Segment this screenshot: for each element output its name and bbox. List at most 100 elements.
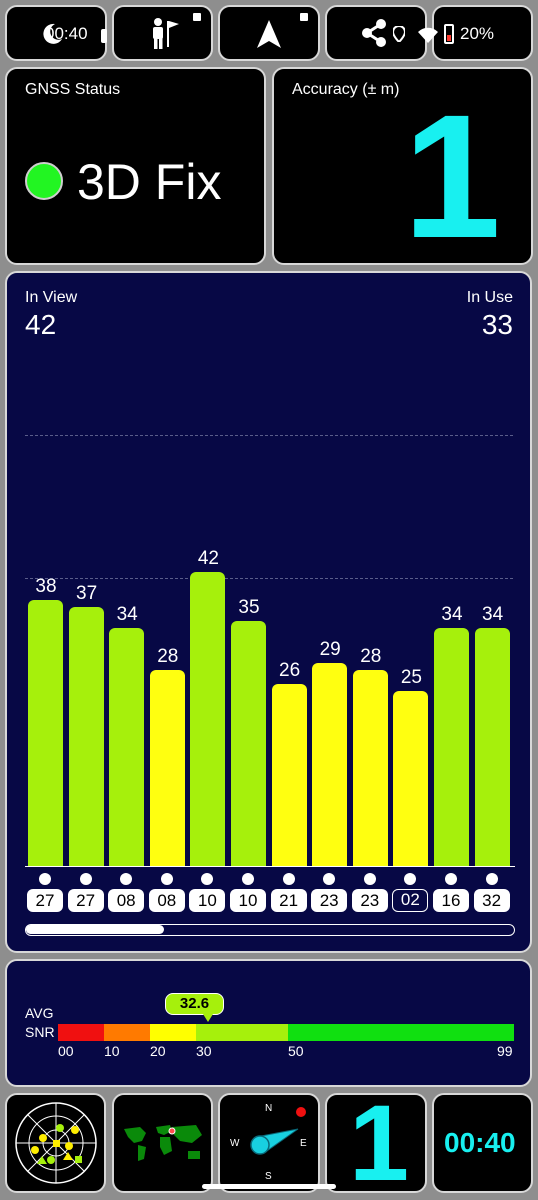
used-in-fix-dot (445, 873, 457, 885)
status-tile-battery[interactable]: 20% (418, 5, 533, 61)
battery-icon (444, 24, 454, 44)
in-use-count: 33 (481, 309, 513, 340)
lock-icon (300, 13, 308, 21)
in-use-label: In Use (466, 289, 513, 306)
snr-bar (68, 607, 104, 866)
snr-segment-lime (196, 1024, 288, 1041)
accuracy-mini-tile[interactable]: 1 (325, 1089, 427, 1197)
snr-bar (149, 670, 185, 866)
snr-segment-green (288, 1024, 514, 1041)
used-in-fix-dot (363, 873, 376, 885)
snr-bar (231, 621, 266, 866)
snr-bar-label: 29 (319, 639, 341, 660)
satellite-prn-label[interactable]: 16 (433, 889, 469, 912)
snr-bar-label: 37 (76, 583, 98, 604)
snr-bar (109, 628, 145, 866)
location-pin-icon (393, 26, 405, 42)
status-tile-navigation[interactable] (218, 5, 320, 61)
satellite-prn-label[interactable]: 10 (189, 889, 226, 912)
battery-small-icon (101, 29, 107, 43)
satellite-prn-label[interactable]: 08 (148, 889, 185, 912)
satellite-prn-label[interactable]: 27 (27, 889, 63, 912)
accuracy-value: 1 (403, 79, 501, 275)
in-view-label: In View (25, 289, 78, 306)
clock-tile[interactable]: 00:40 (432, 1093, 533, 1193)
snr-bar-label: 34 (482, 604, 504, 625)
scroll-track[interactable] (25, 924, 515, 936)
snr-bar-label: 35 (238, 597, 260, 618)
battery-percent: 20% (460, 24, 495, 43)
clock-value: 00:40 (444, 1127, 516, 1158)
home-indicator[interactable] (202, 1184, 336, 1189)
snr-bar (434, 628, 469, 866)
used-in-fix-dot (404, 873, 417, 885)
skyplot-tile[interactable] (5, 1093, 106, 1193)
world-map-tile[interactable] (112, 1093, 213, 1193)
gridline (25, 578, 513, 579)
accuracy-label: Accuracy (± m) (292, 81, 400, 98)
status-tile-clock[interactable]: 00:40 (5, 5, 107, 61)
lock-icon (193, 13, 201, 21)
sun-position-dot (296, 1107, 306, 1117)
satellite-prn-label[interactable]: 21 (270, 889, 307, 912)
fix-indicator-dot (25, 162, 63, 200)
avg-snr-badge: 32.6 (165, 993, 224, 1015)
snr-segment-orange (104, 1024, 150, 1041)
gnss-status-tile[interactable]: GNSS Status 3D Fix (5, 67, 266, 265)
snr-bar-chart: 38 27 37 27 34 08 28 08 42 10 35 10 26 21 29 23 28 23 25 02… (7, 273, 530, 951)
snr-bar-label: 34 (441, 604, 463, 625)
satellite-prn-label[interactable]: 27 (67, 889, 104, 912)
snr-bar (352, 670, 388, 866)
snr-tick: 10 (104, 1043, 120, 1059)
snr-bar-label: 34 (116, 604, 138, 625)
snr-bar (312, 663, 348, 866)
used-in-fix-dot (485, 873, 498, 885)
snr-bar (474, 628, 510, 866)
snr-bar (393, 691, 429, 866)
snr-label: SNR (25, 1024, 55, 1040)
scroll-thumb[interactable] (26, 925, 164, 934)
world-map-icon (124, 1125, 202, 1161)
fix-status-text: 3D Fix (77, 154, 222, 210)
snr-segment-yellow (150, 1024, 196, 1041)
hiker-flag-icon (153, 18, 179, 49)
satellite-prn-label[interactable]: 02 (392, 889, 429, 912)
gridline (25, 435, 513, 436)
snr-tick: 20 (150, 1043, 166, 1059)
compass-tile[interactable]: N E S W (218, 1093, 320, 1193)
snr-bar-label: 28 (360, 646, 382, 667)
satellite-panel[interactable]: In View 42 In Use 33 38 27 37 27 34 08 28 08 42 1… (5, 271, 532, 953)
satellite-prn-label[interactable]: 23 (351, 889, 388, 912)
snr-bar-label: 28 (157, 646, 179, 667)
satellite-prn-label[interactable]: 23 (311, 889, 348, 912)
accuracy-mini-value: 1 (349, 1082, 410, 1200)
used-in-fix-dot (39, 873, 51, 885)
used-in-fix-dot (201, 873, 214, 885)
snr-tick: 00 (58, 1043, 74, 1059)
satellite-prn-label[interactable]: 08 (108, 889, 145, 912)
satellite-prn-label[interactable]: 32 (473, 889, 510, 912)
status-tile-share[interactable] (325, 5, 427, 61)
in-view-count: 42 (25, 309, 57, 340)
accuracy-tile[interactable]: Accuracy (± m) 1 (272, 67, 533, 265)
satellite-prn-label[interactable]: 10 (230, 889, 266, 912)
status-tile-hiker[interactable] (112, 5, 213, 61)
snr-bar-label: 42 (197, 548, 219, 569)
snr-bar (190, 572, 226, 866)
compass-west: W (230, 1138, 240, 1149)
used-in-fix-dot (323, 873, 336, 885)
avg-snr-value: 32.6 (179, 995, 210, 1012)
snr-bar (28, 600, 63, 866)
moon-icon (43, 23, 62, 44)
share-icon (362, 19, 386, 47)
avg-snr-pointer (203, 1014, 213, 1022)
avg-snr-panel[interactable]: AVG SNR 32.6 00 10 20 30 50 99 (5, 959, 532, 1087)
used-in-fix-dot (282, 873, 295, 885)
avg-label: AVG (25, 1005, 54, 1021)
snr-segment-red (58, 1024, 104, 1041)
skyplot-icon (15, 1102, 97, 1184)
wifi-icon (418, 27, 438, 43)
status-time: 00:40 (45, 24, 88, 43)
snr-tick: 30 (196, 1043, 212, 1059)
snr-bar-label: 38 (35, 576, 57, 597)
